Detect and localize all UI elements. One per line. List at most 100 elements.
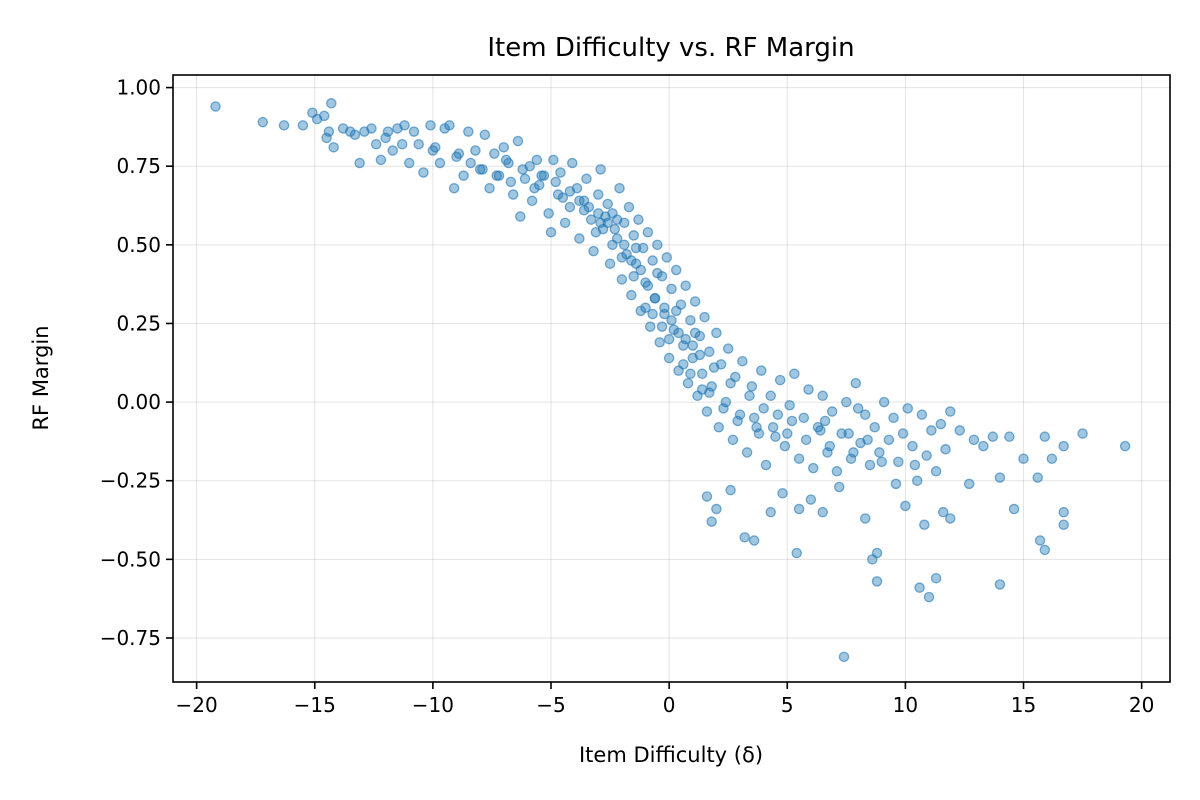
scatter-point [805,494,817,505]
scatter-point [647,308,658,320]
scatter-point [893,456,904,468]
scatter-point [633,214,644,225]
scatter-point [800,434,812,446]
scatter-point [1058,519,1069,530]
scatter-point [396,138,408,150]
x-ticks: −20 −15 −10 −5 0 5 10 15 20 [176,682,1154,717]
scatter-point [458,170,469,181]
scatter-point [659,302,670,313]
scatter-point [753,428,765,439]
scatter-point [841,396,852,408]
scatter-point [701,406,713,417]
scatter-point [817,390,828,402]
scatter-point [725,484,736,496]
scatter-point [555,167,566,178]
scatter-point [862,434,873,446]
scatter-point [916,409,928,420]
scatter-point [210,101,221,112]
scatter-point [564,201,576,213]
scatter-point [824,440,836,452]
scatter-point [1039,544,1051,556]
scatter-point [718,403,729,414]
scatter-point [782,428,793,439]
scatter-point [732,415,743,427]
scatter-point [937,506,949,518]
scatter-point [652,267,663,279]
scatter-point [574,233,585,244]
scatter-point [647,255,658,266]
scatter-point [611,214,623,225]
scatter-point [663,333,675,345]
scatter-point [526,195,538,207]
scatter-point [909,459,921,471]
scatter-point [888,412,899,424]
scatter-point [1032,472,1043,483]
scatter-point [408,126,420,137]
scatter-point [427,145,439,156]
scatter-point [618,239,630,251]
scatter-point [777,488,788,499]
y-axis-label: RF Margin [29,325,53,430]
scatter-point [366,123,377,134]
scatter-point [318,110,330,122]
scatter-point [923,591,935,603]
scatter-point [930,466,942,477]
scatter-point [590,227,602,238]
scatter-point [826,406,838,417]
scatter-point [349,129,361,141]
scatter-point [978,440,989,452]
scatter-point [451,151,462,163]
scatter-point [798,412,810,424]
scatter-point [789,368,800,380]
scatter-point [871,576,883,587]
x-tick-label: −10 [412,693,454,717]
scatter-point [626,289,637,301]
scatter-point [890,478,902,490]
scatter-point [529,182,540,194]
y-tick-label: 0.50 [116,233,161,257]
scatter-point [626,255,637,266]
plot-frame [172,74,1171,683]
scatter-point [987,431,999,442]
scatter-point [852,403,864,414]
scatter-point [642,280,654,291]
scatter-point [864,459,876,471]
scatter-point [680,333,691,345]
scatter-point [831,466,843,477]
scatter-point [512,135,524,147]
scatter-point [699,311,710,323]
scatter-point [380,132,391,144]
scatter-point [687,340,699,351]
scatter-point [297,120,309,131]
scatter-point [843,428,854,439]
scatter-point [673,327,684,339]
scatter-point [399,120,410,131]
scatter-point [1058,440,1069,452]
scatter-point [434,157,446,169]
scatter-point [954,425,965,436]
x-tick-label: −5 [536,693,565,717]
scatter-point [326,98,337,109]
scatter-point [628,230,639,241]
x-axis-label: Item Difficulty (δ) [579,743,763,767]
scatter-point [838,651,850,663]
scatter-point [1034,535,1046,546]
scatter-point [413,138,424,150]
scatter-point [637,242,649,254]
scatter-point [774,374,786,386]
scatter-point [935,418,947,430]
scatter-point [748,412,760,424]
scatter-point [859,409,871,420]
scatter-point [607,239,618,251]
scatter-point [685,315,696,326]
scatter-point [531,154,543,166]
scatter-point [704,387,715,398]
scatter-point [914,582,925,593]
scatter-point [784,399,795,411]
scatter-point [484,182,495,194]
scatter-point [803,384,814,395]
scatter-point [593,189,604,200]
scatter-point [1119,440,1131,452]
scatter-point [883,434,895,446]
